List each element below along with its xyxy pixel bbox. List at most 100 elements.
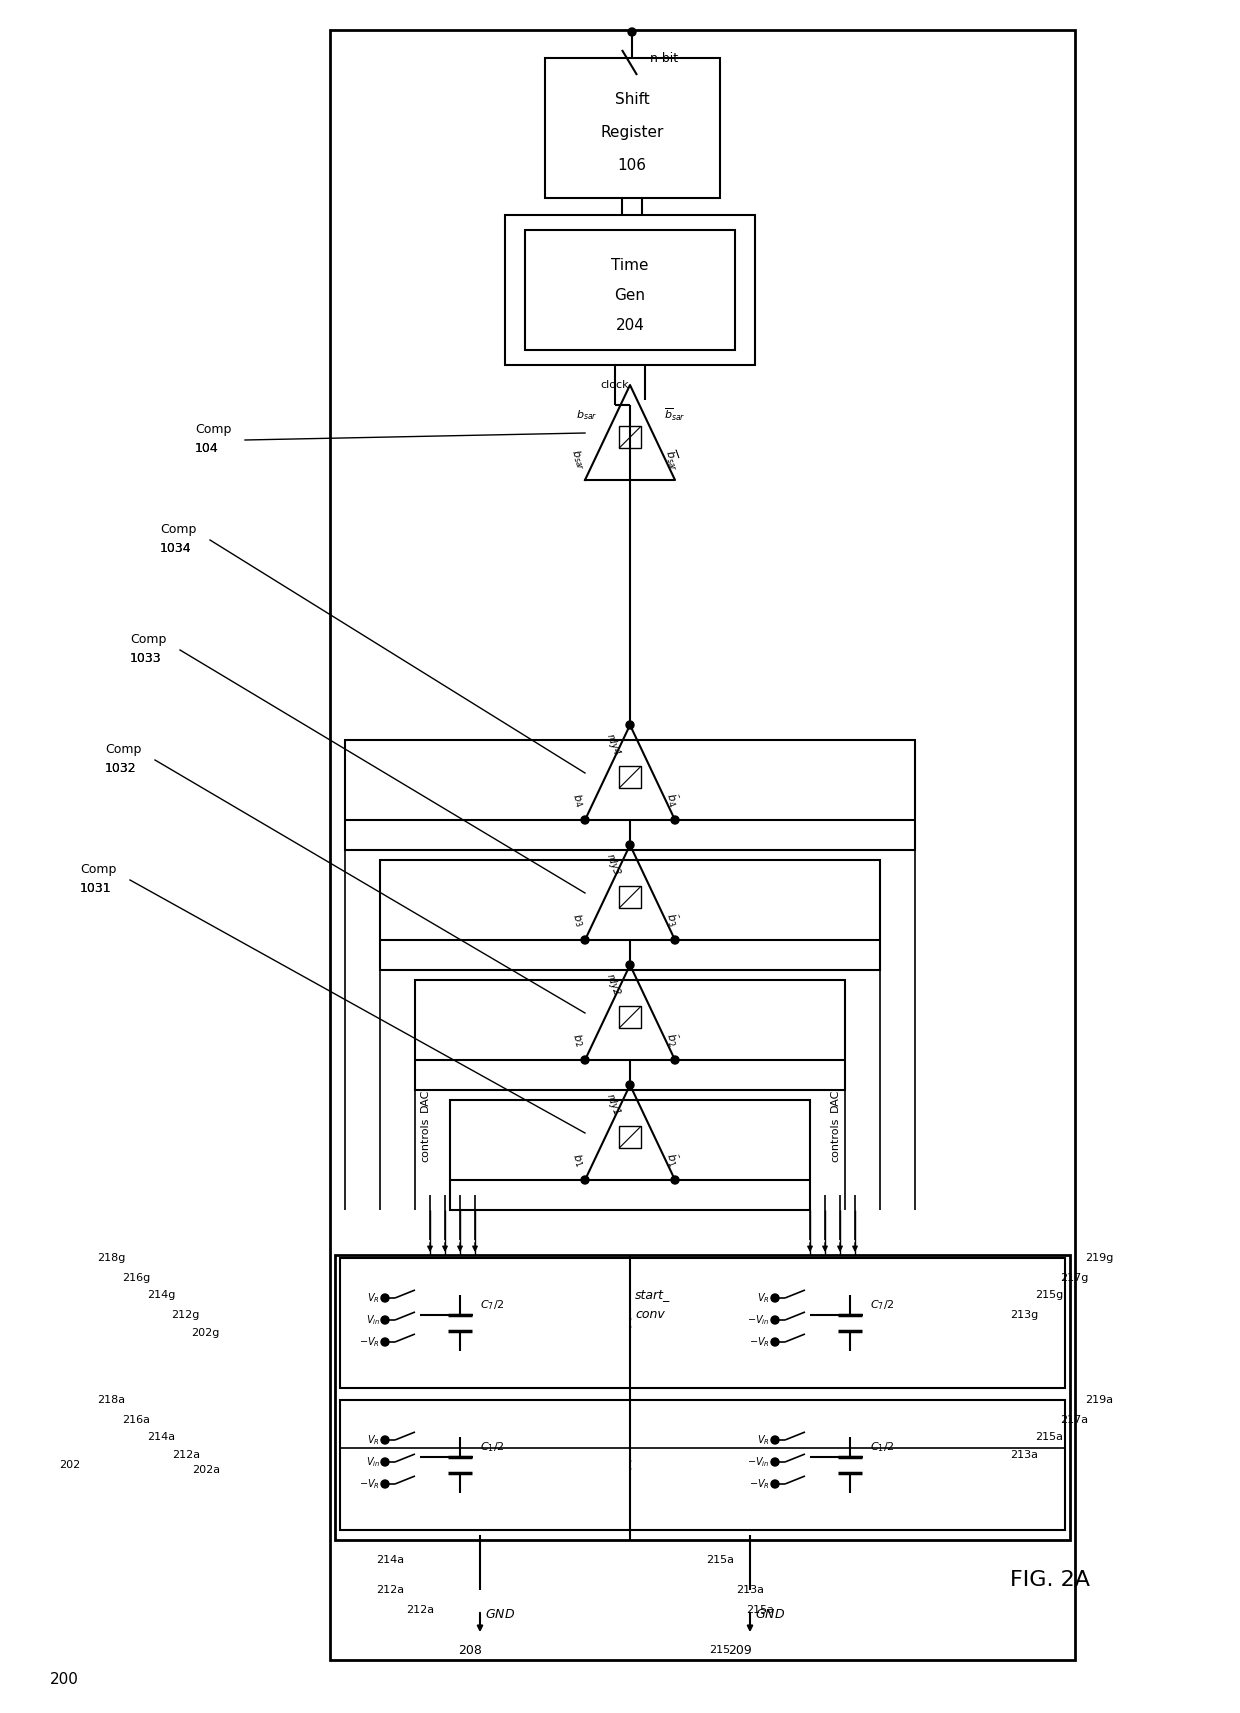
Text: 104: 104	[195, 442, 218, 454]
Text: 217g: 217g	[1060, 1273, 1089, 1283]
Bar	[415, 980, 844, 1089]
Text: Comp: Comp	[130, 634, 166, 646]
Bar	[619, 886, 641, 908]
Text: $b_2$: $b_2$	[569, 1031, 587, 1048]
Text: controls: controls	[830, 1119, 839, 1161]
Text: 214a: 214a	[146, 1432, 175, 1442]
Text: :: :	[626, 1456, 634, 1475]
Text: $-V_R$: $-V_R$	[749, 1477, 770, 1490]
Text: rdy4: rdy4	[605, 733, 622, 757]
Circle shape	[381, 1480, 389, 1489]
Text: $GND$: $GND$	[485, 1609, 515, 1622]
Text: start_: start_	[635, 1288, 671, 1302]
Circle shape	[626, 841, 634, 850]
Text: 104: 104	[195, 442, 218, 454]
Text: 212a: 212a	[405, 1605, 434, 1615]
Text: Comp: Comp	[105, 743, 141, 757]
Text: 213g: 213g	[1011, 1310, 1038, 1321]
Text: conv: conv	[635, 1309, 665, 1321]
Text: $\bar{b}_3$: $\bar{b}_3$	[662, 911, 682, 928]
Text: 218g: 218g	[97, 1252, 125, 1262]
Text: $V_R$: $V_R$	[758, 1292, 770, 1305]
Text: Comp: Comp	[81, 863, 117, 877]
Circle shape	[771, 1480, 779, 1489]
Text: 219g: 219g	[1085, 1252, 1114, 1262]
Circle shape	[671, 1177, 680, 1184]
Text: 215g: 215g	[1035, 1290, 1063, 1300]
Circle shape	[626, 1081, 634, 1089]
Circle shape	[671, 935, 680, 944]
Text: Time: Time	[611, 257, 649, 272]
Bar	[340, 1257, 1065, 1388]
Text: 212a: 212a	[172, 1449, 200, 1459]
Text: $V_{in}$: $V_{in}$	[366, 1454, 379, 1470]
Circle shape	[771, 1316, 779, 1324]
Bar	[335, 1256, 1070, 1540]
Text: 216a: 216a	[122, 1415, 150, 1425]
Text: 215a: 215a	[706, 1555, 734, 1566]
Text: $C_1/2$: $C_1/2$	[870, 1441, 894, 1454]
Bar	[450, 1100, 810, 1209]
Bar	[379, 860, 880, 970]
Text: 215a: 215a	[1035, 1432, 1063, 1442]
Text: $\overline{b}_{sar}$: $\overline{b}_{sar}$	[661, 447, 683, 473]
Text: $-V_{in}$: $-V_{in}$	[748, 1454, 770, 1470]
Text: $V_R$: $V_R$	[367, 1434, 379, 1447]
Text: $C_7/2$: $C_7/2$	[870, 1298, 894, 1312]
Bar	[340, 1400, 1065, 1530]
Circle shape	[582, 1055, 589, 1064]
Text: 202: 202	[58, 1459, 81, 1470]
Text: 209: 209	[728, 1643, 751, 1656]
Text: controls: controls	[420, 1119, 430, 1161]
Text: 202g: 202g	[192, 1328, 219, 1338]
Text: 1034: 1034	[160, 541, 192, 555]
Bar	[619, 766, 641, 788]
Bar	[619, 1125, 641, 1148]
Text: $b_{sar}$: $b_{sar}$	[577, 408, 598, 421]
Bar	[345, 740, 915, 850]
Text: 212a: 212a	[376, 1585, 404, 1595]
Text: $-V_R$: $-V_R$	[360, 1334, 379, 1348]
Text: clock: clock	[600, 380, 630, 391]
Circle shape	[771, 1338, 779, 1346]
Text: $C_1/2$: $C_1/2$	[480, 1441, 505, 1454]
Text: 212g: 212g	[171, 1310, 200, 1321]
Text: $-V_R$: $-V_R$	[749, 1334, 770, 1348]
Circle shape	[381, 1458, 389, 1466]
Text: Gen: Gen	[615, 288, 646, 303]
Text: 1031: 1031	[81, 882, 112, 894]
Text: 219a: 219a	[1085, 1394, 1114, 1405]
Text: 208: 208	[458, 1643, 482, 1656]
Text: n bit: n bit	[650, 51, 678, 65]
Text: 213a: 213a	[1011, 1449, 1038, 1459]
Text: 106: 106	[618, 159, 646, 173]
Text: $\overline{b}_{sar}$: $\overline{b}_{sar}$	[665, 406, 686, 423]
Text: rdy2: rdy2	[605, 973, 622, 997]
Text: $V_R$: $V_R$	[367, 1292, 379, 1305]
Text: $V_R$: $V_R$	[758, 1434, 770, 1447]
Text: $V_{in}$: $V_{in}$	[366, 1314, 379, 1328]
Text: 200: 200	[50, 1672, 79, 1687]
Bar	[619, 1006, 641, 1028]
Text: $b_3$: $b_3$	[569, 911, 587, 928]
Circle shape	[381, 1338, 389, 1346]
Text: 1032: 1032	[105, 762, 136, 774]
Circle shape	[771, 1458, 779, 1466]
Text: 202a: 202a	[192, 1465, 219, 1475]
Circle shape	[671, 815, 680, 824]
Text: rdy3: rdy3	[605, 853, 622, 877]
Circle shape	[771, 1435, 779, 1444]
Text: $b_{sar}$: $b_{sar}$	[568, 447, 588, 473]
Text: 215: 215	[709, 1644, 730, 1655]
Text: 1031: 1031	[81, 882, 112, 894]
Text: rdy1: rdy1	[605, 1093, 622, 1117]
Circle shape	[627, 27, 636, 36]
Text: 1033: 1033	[130, 651, 161, 665]
Circle shape	[582, 1177, 589, 1184]
Text: 214g: 214g	[146, 1290, 175, 1300]
Circle shape	[381, 1316, 389, 1324]
Text: FIG. 2A: FIG. 2A	[1011, 1571, 1090, 1590]
Bar	[525, 230, 735, 349]
Text: DAC: DAC	[830, 1088, 839, 1112]
Text: $b_4$: $b_4$	[569, 791, 587, 809]
